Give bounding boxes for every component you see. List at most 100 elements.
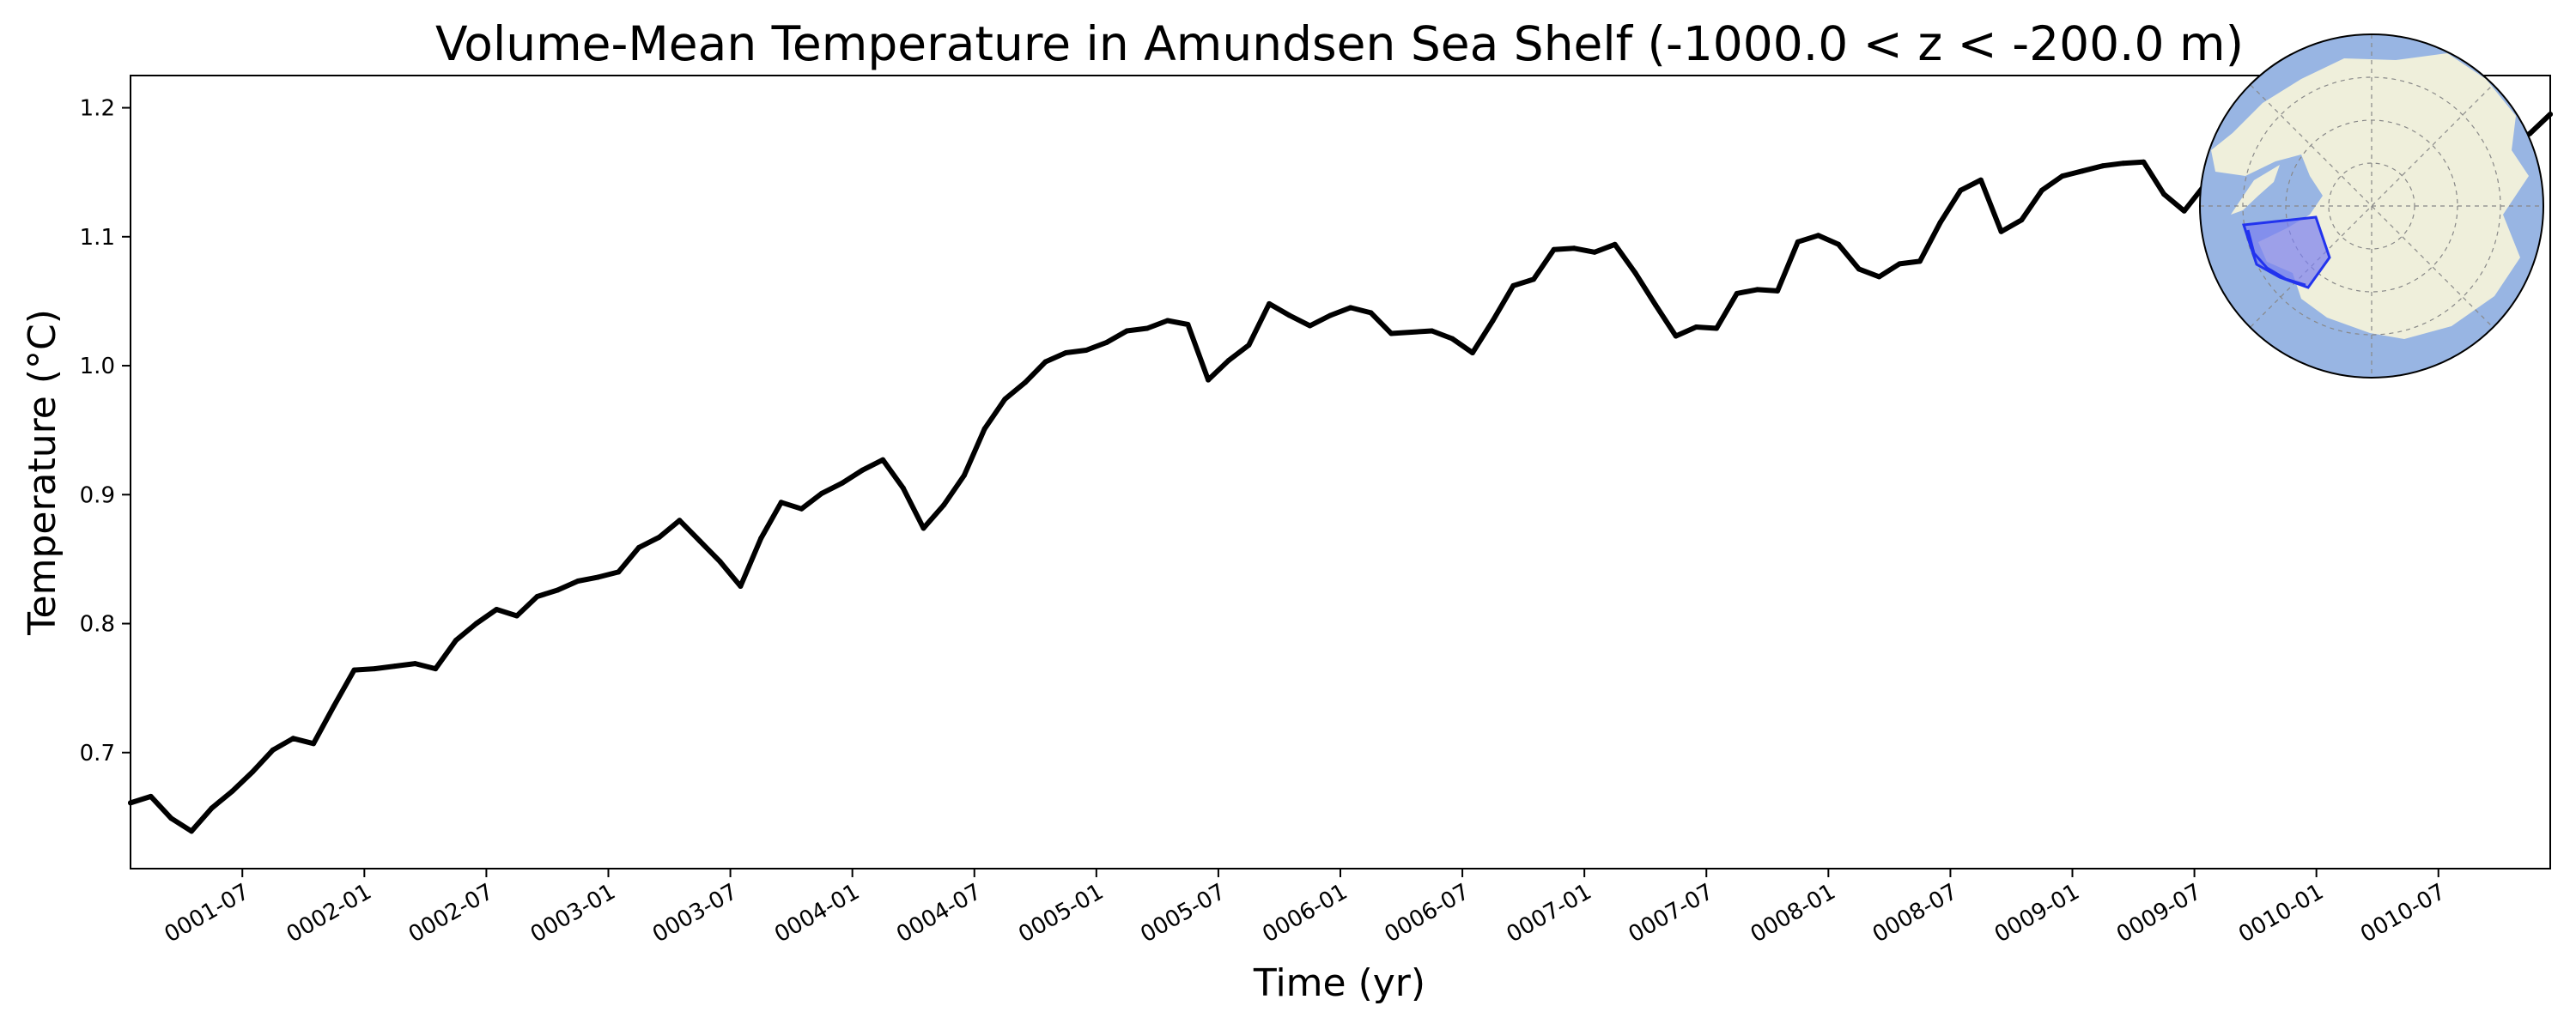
data-point bbox=[1754, 287, 1760, 293]
data-point bbox=[331, 703, 337, 709]
data-point bbox=[290, 736, 296, 742]
data-point bbox=[2120, 161, 2126, 167]
data-point bbox=[1206, 377, 1212, 383]
data-point bbox=[880, 457, 886, 463]
data-point bbox=[1571, 245, 1577, 251]
data-point bbox=[595, 574, 601, 580]
data-point bbox=[616, 569, 622, 575]
y-axis-label: Temperature (°C) bbox=[21, 309, 64, 636]
series-line bbox=[128, 112, 2553, 834]
data-point bbox=[1592, 249, 1597, 255]
data-point bbox=[1267, 300, 1273, 306]
data-point bbox=[1408, 330, 1414, 335]
data-point bbox=[1347, 305, 1353, 311]
data-point bbox=[555, 587, 561, 593]
data-point bbox=[513, 613, 519, 619]
data-point bbox=[2181, 208, 2187, 214]
data-point bbox=[1307, 323, 1313, 329]
data-point bbox=[1388, 330, 1394, 336]
data-point bbox=[1673, 333, 1679, 339]
data-point bbox=[2100, 163, 2105, 169]
map-region-coastline bbox=[2246, 229, 2306, 287]
data-point bbox=[473, 621, 479, 627]
data-point bbox=[1490, 318, 1496, 324]
data-point bbox=[1327, 312, 1334, 318]
y-tick-label: 0.9 bbox=[80, 482, 115, 508]
data-point bbox=[920, 525, 927, 531]
data-point bbox=[2141, 159, 2147, 165]
data-point bbox=[799, 506, 805, 512]
data-point bbox=[1084, 348, 1089, 353]
y-tick-label: 0.8 bbox=[80, 612, 115, 638]
data-point bbox=[941, 502, 947, 508]
data-point bbox=[1022, 379, 1028, 385]
data-point bbox=[758, 536, 764, 542]
map-graticule bbox=[2200, 34, 2543, 378]
data-point bbox=[981, 426, 987, 432]
chart-title: Volume-Mean Temperature in Amundsen Sea … bbox=[435, 16, 2244, 71]
data-point bbox=[453, 638, 459, 644]
data-point bbox=[311, 741, 317, 747]
x-axis-label: Time (yr) bbox=[1253, 961, 1425, 1005]
data-point bbox=[1145, 325, 1150, 331]
data-point bbox=[128, 800, 133, 806]
data-point bbox=[2039, 187, 2044, 193]
data-point bbox=[2019, 217, 2025, 223]
data-point bbox=[372, 666, 378, 672]
data-point bbox=[1653, 302, 1659, 308]
data-point bbox=[1632, 270, 1638, 276]
data-point bbox=[778, 500, 784, 506]
data-point bbox=[1978, 177, 1984, 183]
data-point bbox=[839, 480, 845, 486]
data-point bbox=[1185, 322, 1191, 327]
data-point bbox=[656, 534, 662, 540]
data-point bbox=[1225, 358, 1231, 363]
data-point bbox=[229, 788, 235, 794]
data-point bbox=[189, 828, 194, 834]
data-point bbox=[1612, 241, 1618, 247]
data-point bbox=[534, 594, 540, 599]
data-point bbox=[1510, 282, 1516, 288]
data-point bbox=[392, 663, 398, 670]
data-point bbox=[1063, 350, 1069, 355]
data-point bbox=[2080, 168, 2086, 174]
data-point bbox=[209, 805, 215, 811]
data-point bbox=[1449, 336, 1455, 342]
data-point bbox=[1795, 239, 1801, 245]
data-point bbox=[250, 769, 256, 775]
data-point bbox=[1734, 290, 1740, 296]
map-region-amundsen-sea bbox=[2242, 215, 2331, 289]
data-point bbox=[1164, 318, 1170, 324]
map-border bbox=[2199, 33, 2544, 379]
data-point bbox=[697, 538, 703, 544]
y-tick-label: 1.1 bbox=[80, 225, 115, 251]
y-tick-label: 1.0 bbox=[80, 354, 115, 379]
data-point bbox=[860, 467, 866, 473]
data-point bbox=[2548, 112, 2553, 118]
data-point bbox=[900, 485, 906, 491]
data-point bbox=[1876, 274, 1882, 280]
data-point bbox=[1246, 342, 1252, 348]
data-point bbox=[636, 544, 641, 550]
data-point bbox=[1429, 328, 1435, 334]
y-axis: 0.7 0.8 0.9 1.0 1.1 1.2 bbox=[80, 96, 131, 766]
data-point bbox=[494, 607, 500, 612]
data-point bbox=[1286, 312, 1292, 318]
data-point bbox=[1937, 220, 1943, 226]
data-point bbox=[677, 518, 683, 524]
data-point bbox=[1551, 246, 1557, 252]
data-point bbox=[1368, 310, 1374, 316]
data-point bbox=[961, 472, 967, 478]
inset-map-antarctica bbox=[2199, 33, 2544, 379]
data-point bbox=[270, 747, 276, 753]
data-point bbox=[1469, 350, 1475, 355]
data-point bbox=[1998, 228, 2004, 234]
data-point bbox=[575, 579, 580, 584]
data-point bbox=[1693, 324, 1699, 330]
data-point bbox=[2161, 191, 2167, 197]
data-point bbox=[717, 559, 723, 565]
data-point bbox=[1897, 261, 1903, 267]
y-tick-label: 0.7 bbox=[80, 741, 115, 766]
